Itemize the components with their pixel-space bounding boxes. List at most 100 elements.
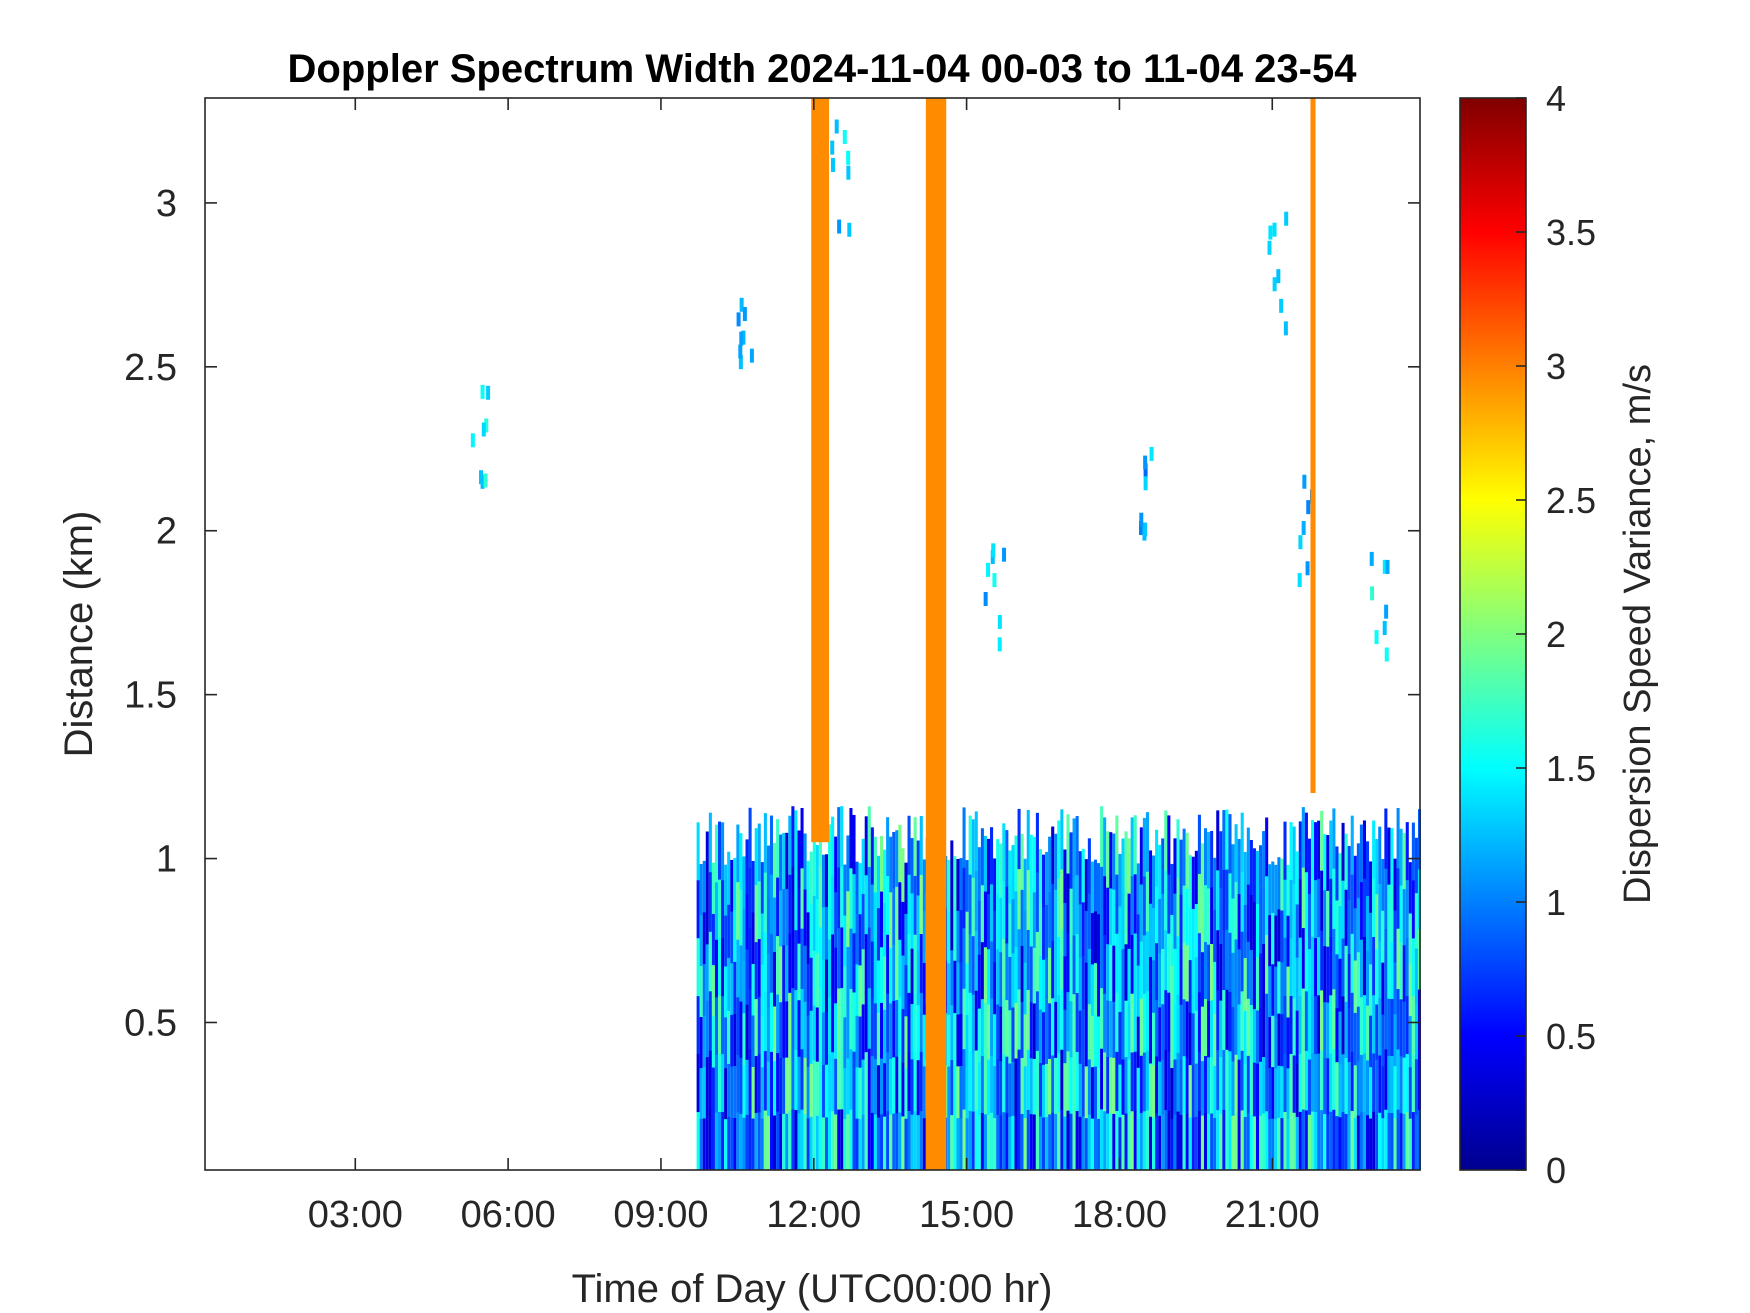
- heatmap-cell: [1246, 998, 1250, 1057]
- x-tick-label: 18:00: [1072, 1194, 1167, 1236]
- heatmap-cell: [1320, 990, 1324, 1051]
- heatmap-cell: [1231, 1115, 1235, 1171]
- heatmap-cell: [959, 858, 963, 911]
- heatmap-cell: [1390, 828, 1394, 886]
- heatmap-cell: [1124, 887, 1128, 945]
- heatmap-cell: [1411, 938, 1415, 997]
- heatmap-cell: [1286, 1068, 1290, 1120]
- heatmap-cell: [1118, 906, 1122, 960]
- heatmap-cell: [1023, 1118, 1027, 1171]
- heatmap-cell: [1069, 832, 1073, 890]
- heatmap-cell: [1109, 1057, 1113, 1115]
- heatmap-cell: [1268, 915, 1272, 967]
- heatmap-cell: [1185, 1057, 1189, 1115]
- heatmap-cell: [797, 1113, 801, 1171]
- heatmap-cell: [1307, 893, 1311, 950]
- heatmap-cell: [1353, 855, 1357, 909]
- heatmap-cell: [1133, 815, 1137, 875]
- heatmap-cell: [977, 900, 981, 956]
- heatmap-cell: [870, 941, 874, 1000]
- heatmap-cell: [1323, 1002, 1327, 1059]
- heatmap-cell: [1115, 874, 1119, 935]
- heatmap-cell: [996, 949, 1000, 1006]
- heatmap-cell: [733, 1117, 737, 1171]
- heatmap-cell: [1411, 822, 1415, 881]
- heatmap-cell: [1237, 949, 1241, 1005]
- heatmap-cell: [861, 1059, 865, 1116]
- heatmap-cell: [1042, 907, 1046, 961]
- cloud-cell: [1305, 561, 1310, 576]
- heatmap-cell: [1314, 938, 1318, 997]
- colorbar-tick-label: 4: [1546, 78, 1566, 119]
- heatmap-cell: [1005, 886, 1009, 944]
- heatmap-cell: [895, 1000, 899, 1058]
- heatmap-cell: [803, 1057, 807, 1115]
- heatmap-cell: [855, 861, 859, 914]
- heatmap-cell: [1408, 1016, 1412, 1068]
- heatmap-cell: [1197, 992, 1201, 1053]
- heatmap-cell: [962, 807, 966, 869]
- heatmap-cell: [1262, 1113, 1266, 1171]
- heatmap-cell: [907, 815, 911, 876]
- heatmap-cell: [837, 867, 841, 929]
- heatmap-cell: [711, 1016, 715, 1069]
- heatmap-cell: [782, 1057, 786, 1115]
- heatmap-cell: [1304, 931, 1308, 992]
- heatmap-cell: [1387, 1055, 1391, 1114]
- heatmap-cell: [1084, 859, 1088, 912]
- cloud-cell: [983, 591, 988, 606]
- heatmap-cell: [904, 965, 908, 1017]
- heatmap-cell: [1182, 1056, 1186, 1114]
- heatmap-cell: [1310, 878, 1315, 938]
- y-axis-label: Distance (km): [57, 511, 101, 758]
- heatmap-cell: [1225, 869, 1229, 931]
- heatmap-cell: [855, 1067, 859, 1120]
- heatmap-cell: [1106, 944, 1110, 1002]
- heatmap-cell: [1243, 1011, 1247, 1065]
- heatmap-cell: [1054, 1113, 1058, 1171]
- heatmap-cell: [696, 996, 700, 1055]
- heatmap-cell: [1026, 989, 1030, 1051]
- heatmap-cell: [876, 1117, 880, 1171]
- heatmap-cell: [852, 1051, 856, 1112]
- heatmap-cell: [791, 1109, 795, 1171]
- heatmap-cell: [1378, 1055, 1382, 1114]
- heatmap-cell: [828, 881, 832, 941]
- heatmap-cell: [1176, 936, 1180, 996]
- heatmap-cell: [867, 1109, 871, 1171]
- heatmap-cell: [1026, 929, 1030, 991]
- heatmap-cell: [834, 836, 838, 893]
- heatmap-cell: [1350, 933, 1354, 994]
- heatmap-cell: [1158, 899, 1162, 954]
- heatmap-cell: [1054, 1057, 1058, 1115]
- heatmap-cell: [1194, 850, 1198, 905]
- heatmap-cell: [852, 1110, 856, 1171]
- heatmap-cell: [702, 912, 706, 965]
- heatmap-cell: [1118, 1011, 1122, 1066]
- heatmap-cell: [1259, 899, 1263, 954]
- heatmap-cell: [873, 1114, 877, 1171]
- heatmap-cell: [696, 1112, 700, 1171]
- heatmap-cell: [1200, 1115, 1204, 1171]
- heatmap-cell: [1375, 949, 1379, 1006]
- heatmap-cell: [1075, 816, 1079, 876]
- heatmap-cell: [968, 874, 972, 935]
- heatmap-cell: [1350, 1110, 1354, 1171]
- heatmap-cell: [708, 1050, 712, 1111]
- heatmap-cell: [1359, 1054, 1363, 1113]
- heatmap-cell: [824, 959, 829, 1013]
- heatmap-cell: [1259, 953, 1263, 1009]
- heatmap-cell: [1032, 836, 1036, 893]
- heatmap-cell: [1011, 845, 1015, 900]
- heatmap-cell: [763, 813, 767, 874]
- cloud-cell: [986, 562, 991, 577]
- heatmap-cell: [1329, 820, 1333, 880]
- heatmap-cell: [748, 928, 752, 990]
- heatmap-cell: [922, 859, 926, 912]
- heatmap-cell: [1130, 1111, 1134, 1171]
- heatmap-cell: [1408, 1067, 1412, 1120]
- heatmap-cell: [1109, 944, 1113, 1002]
- heatmap-cell: [828, 1054, 832, 1113]
- heatmap-cell: [1084, 1066, 1088, 1119]
- heatmap-cell: [916, 840, 920, 896]
